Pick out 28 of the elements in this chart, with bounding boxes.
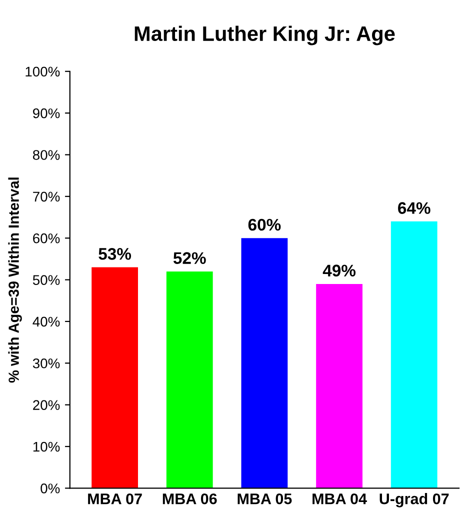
y-tick-label: 70% [33, 192, 60, 202]
bar [316, 284, 362, 488]
y-tick-label: 0% [40, 484, 60, 494]
y-tick-label: 20% [33, 400, 60, 410]
y-tick-label: 10% [33, 442, 60, 452]
x-tick-label: MBA 07 [88, 493, 142, 504]
x-tick-label: U-grad 07 [380, 493, 449, 508]
bar [92, 267, 138, 488]
data-label: 60% [248, 218, 281, 231]
data-label: 49% [322, 264, 356, 276]
y-tick-label: 60% [33, 233, 60, 244]
y-tick-label: 90% [33, 108, 60, 118]
y-tick-label: 50% [32, 275, 60, 285]
x-tick-label: MBA 05 [238, 493, 292, 504]
y-tick-label: 30% [32, 358, 60, 368]
y-tick-label: 80% [32, 150, 60, 160]
y-tick-label: 100% [26, 66, 60, 77]
y-tick-label: 40% [32, 316, 60, 327]
bar [241, 238, 288, 488]
chart-title: Martin Luther King Jr: Age [134, 26, 395, 46]
data-label: 52% [173, 252, 206, 264]
data-label: 53% [98, 248, 132, 260]
x-tick-label: MBA 04 [312, 493, 367, 504]
x-tick-label: MBA 06 [162, 493, 217, 504]
bar [390, 221, 438, 488]
bar [166, 271, 213, 488]
data-label: 64% [398, 202, 430, 214]
y-axis-title: % with Age=39 Within Interval [8, 178, 22, 383]
